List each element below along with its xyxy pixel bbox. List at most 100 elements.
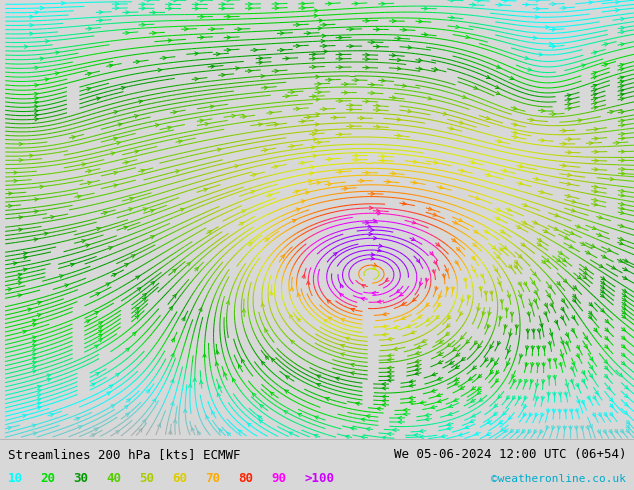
FancyArrowPatch shape <box>172 294 176 298</box>
FancyArrowPatch shape <box>35 114 38 117</box>
FancyArrowPatch shape <box>298 414 302 416</box>
FancyArrowPatch shape <box>259 57 262 60</box>
FancyArrowPatch shape <box>218 385 221 389</box>
FancyArrowPatch shape <box>553 375 556 379</box>
FancyArrowPatch shape <box>393 428 396 432</box>
FancyArrowPatch shape <box>488 312 491 315</box>
FancyArrowPatch shape <box>448 412 452 416</box>
FancyArrowPatch shape <box>206 416 209 419</box>
FancyArrowPatch shape <box>488 324 490 328</box>
FancyArrowPatch shape <box>477 307 480 311</box>
FancyArrowPatch shape <box>466 340 470 343</box>
FancyArrowPatch shape <box>382 333 386 336</box>
FancyArrowPatch shape <box>314 9 318 12</box>
FancyArrowPatch shape <box>313 138 316 141</box>
FancyArrowPatch shape <box>621 202 624 206</box>
FancyArrowPatch shape <box>554 227 558 230</box>
FancyArrowPatch shape <box>533 36 536 40</box>
FancyArrowPatch shape <box>115 6 119 10</box>
FancyArrowPatch shape <box>526 3 529 6</box>
FancyArrowPatch shape <box>610 110 614 114</box>
FancyArrowPatch shape <box>313 57 316 60</box>
FancyArrowPatch shape <box>316 98 320 101</box>
FancyArrowPatch shape <box>290 287 294 291</box>
FancyArrowPatch shape <box>595 137 598 140</box>
FancyArrowPatch shape <box>366 415 370 418</box>
FancyArrowPatch shape <box>575 409 578 413</box>
FancyArrowPatch shape <box>477 0 481 2</box>
FancyArrowPatch shape <box>523 413 527 416</box>
FancyArrowPatch shape <box>37 406 41 410</box>
FancyArrowPatch shape <box>471 161 475 164</box>
FancyArrowPatch shape <box>382 159 385 162</box>
FancyArrowPatch shape <box>553 359 557 362</box>
FancyArrowPatch shape <box>362 285 366 288</box>
FancyArrowPatch shape <box>86 320 90 323</box>
FancyArrowPatch shape <box>275 165 278 169</box>
FancyArrowPatch shape <box>584 344 587 348</box>
FancyArrowPatch shape <box>463 95 466 98</box>
FancyArrowPatch shape <box>519 165 523 168</box>
FancyArrowPatch shape <box>434 68 437 71</box>
FancyArrowPatch shape <box>498 342 501 345</box>
FancyArrowPatch shape <box>577 400 580 404</box>
FancyArrowPatch shape <box>576 384 579 387</box>
FancyArrowPatch shape <box>108 246 112 250</box>
FancyArrowPatch shape <box>563 129 566 132</box>
FancyArrowPatch shape <box>313 154 316 158</box>
FancyArrowPatch shape <box>418 58 422 62</box>
FancyArrowPatch shape <box>233 378 236 382</box>
FancyArrowPatch shape <box>540 323 543 327</box>
FancyArrowPatch shape <box>563 426 566 430</box>
FancyArrowPatch shape <box>621 211 624 214</box>
FancyArrowPatch shape <box>571 209 575 212</box>
FancyArrowPatch shape <box>360 179 364 182</box>
FancyArrowPatch shape <box>492 246 496 249</box>
FancyArrowPatch shape <box>398 416 401 419</box>
Text: 20: 20 <box>41 472 56 485</box>
FancyArrowPatch shape <box>344 187 347 190</box>
FancyArrowPatch shape <box>550 303 553 307</box>
FancyArrowPatch shape <box>96 97 100 100</box>
FancyArrowPatch shape <box>392 53 396 57</box>
FancyArrowPatch shape <box>536 7 540 10</box>
FancyArrowPatch shape <box>94 312 98 315</box>
FancyArrowPatch shape <box>479 287 482 291</box>
FancyArrowPatch shape <box>45 78 49 81</box>
FancyArrowPatch shape <box>410 380 413 383</box>
FancyArrowPatch shape <box>520 354 523 358</box>
FancyArrowPatch shape <box>280 32 284 35</box>
FancyArrowPatch shape <box>323 23 327 26</box>
FancyArrowPatch shape <box>297 318 301 321</box>
FancyArrowPatch shape <box>622 328 625 331</box>
FancyArrowPatch shape <box>219 429 223 433</box>
FancyArrowPatch shape <box>349 27 353 31</box>
FancyArrowPatch shape <box>34 210 38 213</box>
FancyArrowPatch shape <box>291 90 294 94</box>
FancyArrowPatch shape <box>564 392 567 396</box>
FancyArrowPatch shape <box>550 42 553 46</box>
FancyArrowPatch shape <box>479 398 483 401</box>
FancyArrowPatch shape <box>532 329 535 333</box>
FancyArrowPatch shape <box>378 300 381 303</box>
FancyArrowPatch shape <box>621 17 624 21</box>
FancyArrowPatch shape <box>146 390 150 393</box>
Text: We 05-06-2024 12:00 UTC (06+54): We 05-06-2024 12:00 UTC (06+54) <box>394 448 626 461</box>
FancyArrowPatch shape <box>129 197 133 200</box>
FancyArrowPatch shape <box>323 44 327 48</box>
FancyArrowPatch shape <box>87 73 91 75</box>
Text: Streamlines 200 hPa [kts] ECMWF: Streamlines 200 hPa [kts] ECMWF <box>8 448 240 461</box>
FancyArrowPatch shape <box>432 373 436 376</box>
FancyArrowPatch shape <box>524 282 527 286</box>
FancyArrowPatch shape <box>35 97 38 100</box>
FancyArrowPatch shape <box>474 341 478 344</box>
FancyArrowPatch shape <box>127 399 131 402</box>
FancyArrowPatch shape <box>548 359 551 362</box>
FancyArrowPatch shape <box>525 363 528 367</box>
FancyArrowPatch shape <box>259 420 262 423</box>
FancyArrowPatch shape <box>593 93 597 96</box>
FancyArrowPatch shape <box>619 242 623 245</box>
FancyArrowPatch shape <box>242 309 245 312</box>
FancyArrowPatch shape <box>382 436 386 440</box>
FancyArrowPatch shape <box>247 423 251 426</box>
